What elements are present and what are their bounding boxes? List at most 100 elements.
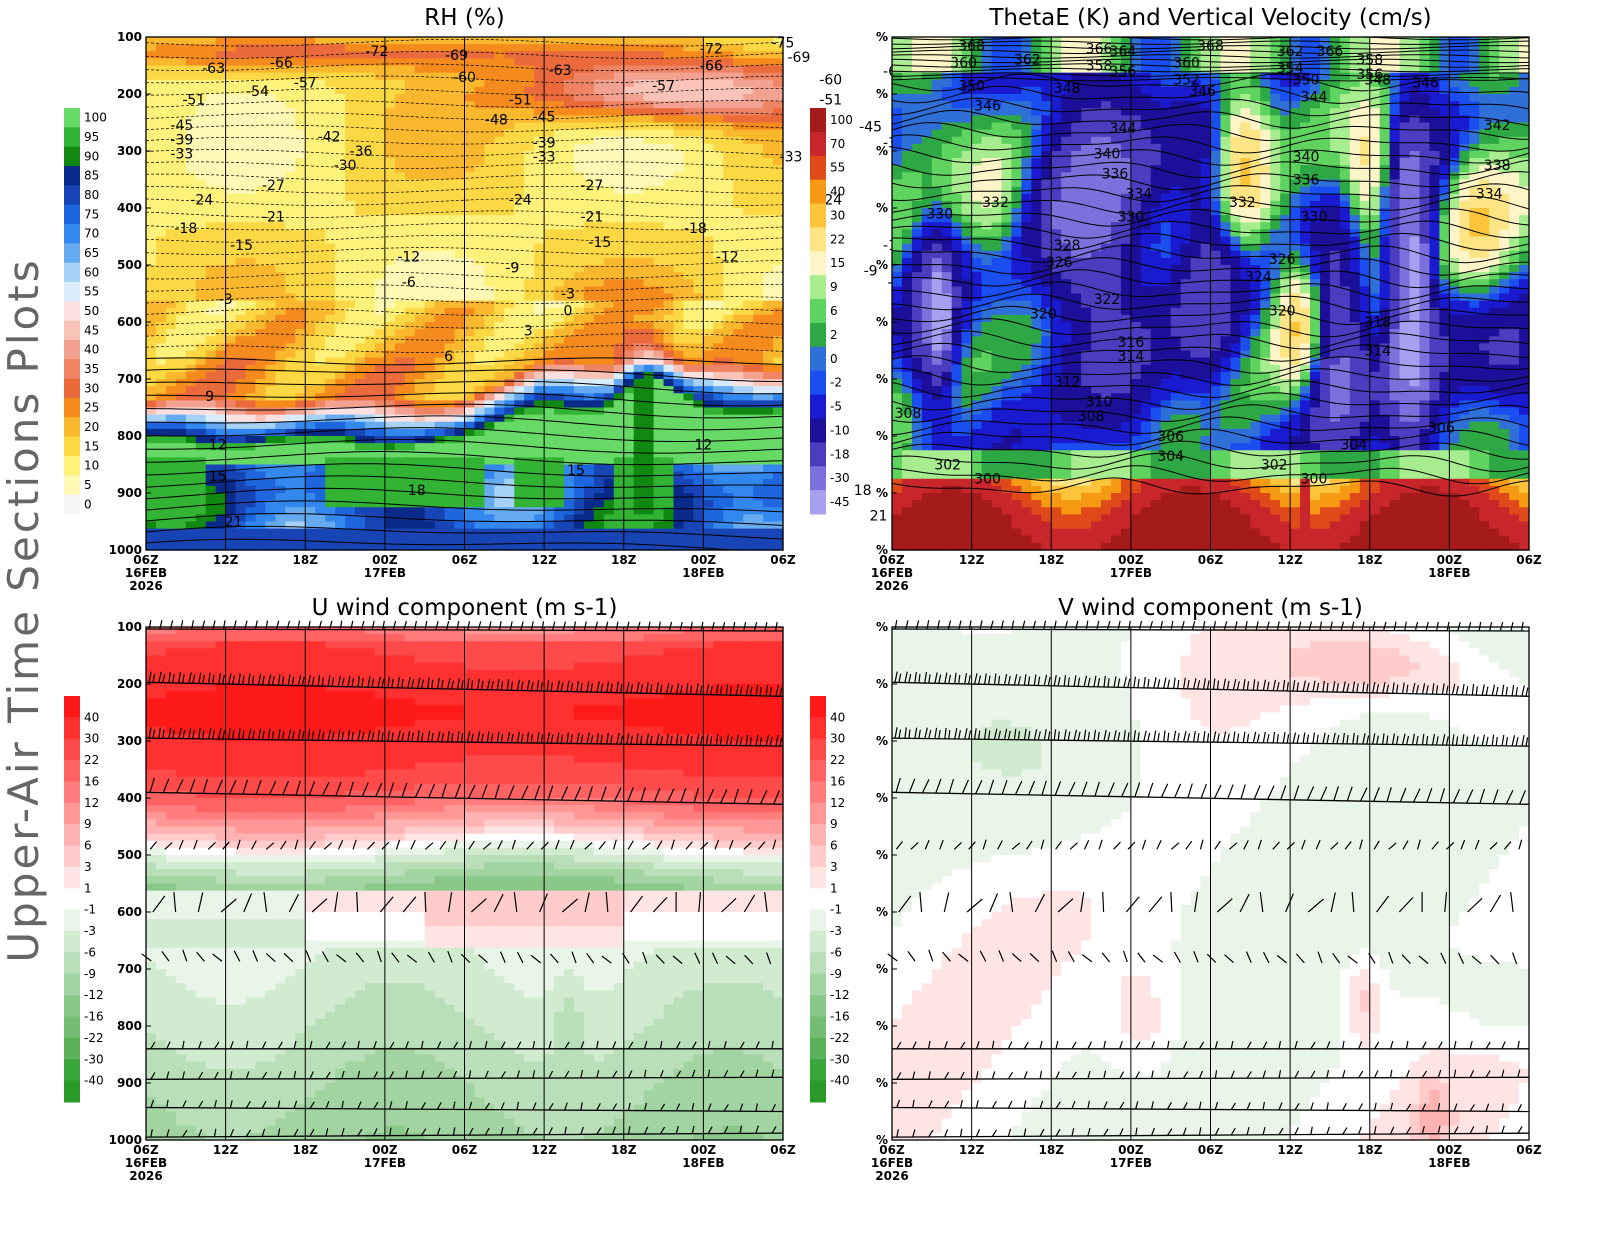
field-cell: [404, 421, 416, 430]
field-cell: [275, 115, 286, 124]
field-cell: [285, 193, 296, 202]
field-cell: [603, 507, 615, 515]
field-cell: [285, 450, 296, 458]
field-cell: [703, 478, 714, 487]
field-cell: [454, 186, 466, 195]
field-cell: [325, 286, 336, 295]
field-cell: [464, 386, 476, 394]
field-cell: [683, 500, 695, 508]
field-cell: [534, 329, 545, 337]
field-cell: [175, 136, 187, 145]
field-cell: [573, 528, 585, 537]
field-cell: [514, 101, 525, 109]
field-cell: [355, 493, 366, 501]
field-cell: [653, 165, 665, 173]
field-cell: [315, 443, 326, 451]
field-cell: [524, 129, 535, 138]
field-cell: [733, 386, 744, 394]
field-cell: [165, 343, 177, 352]
field-cell: [394, 51, 406, 59]
field-cell: [633, 364, 645, 373]
field-cell: [464, 421, 476, 430]
field-cell: [335, 72, 346, 81]
field-cell: [414, 122, 426, 131]
field-cell: [335, 379, 346, 387]
field-cell: [345, 300, 356, 309]
field-cell: [146, 72, 157, 81]
field-cell: [394, 129, 406, 138]
field-cell: [763, 122, 774, 131]
field-cell: [484, 86, 495, 95]
field-cell: [165, 72, 177, 81]
field-cell: [494, 79, 505, 88]
field-cell: [773, 414, 784, 423]
field-cell: [514, 115, 525, 124]
field-cell: [564, 400, 575, 409]
field-cell: [355, 457, 366, 466]
field-cell: [554, 450, 565, 458]
field-cell: [285, 457, 296, 466]
field-cell: [753, 421, 764, 430]
field-cell: [524, 86, 535, 95]
field-cell: [534, 236, 545, 245]
field-cell: [315, 108, 326, 116]
field-cell: [494, 350, 505, 359]
field-cell: [364, 393, 376, 401]
field-cell: [733, 393, 744, 401]
field-cell: [205, 307, 217, 316]
field-cell: [165, 450, 177, 458]
field-cell: [703, 407, 714, 416]
field-cell: [205, 79, 217, 88]
field-cell: [534, 151, 545, 159]
field-cell: [225, 193, 237, 202]
field-cell: [544, 165, 555, 173]
field-cell: [444, 229, 456, 238]
field-cell: [743, 535, 754, 544]
field-cell: [215, 65, 227, 74]
field-cell: [524, 535, 535, 544]
field-cell: [713, 151, 724, 159]
field-cell: [763, 151, 774, 159]
field-cell: [404, 243, 416, 252]
field-cell: [613, 165, 625, 173]
field-cell: [325, 450, 336, 458]
field-cell: [514, 379, 525, 387]
field-cell: [524, 151, 535, 159]
field-cell: [414, 471, 426, 480]
field-cell: [165, 186, 177, 195]
field-cell: [444, 172, 456, 181]
field-cell: [414, 72, 426, 81]
isoline: [145, 284, 784, 292]
field-cell: [205, 179, 217, 188]
colorbar-swatch: [64, 166, 80, 186]
field-cell: [275, 44, 286, 52]
field-cell: [434, 464, 446, 473]
field-cell: [683, 37, 695, 45]
field-cell: [554, 37, 565, 45]
field-cell: [305, 379, 316, 387]
field-cell: [554, 535, 565, 544]
field-cell: [464, 79, 476, 88]
x-tick-label: 00Z: [691, 553, 717, 567]
field-cell: [663, 450, 675, 458]
field-cell: [753, 329, 764, 337]
field-cell: [155, 386, 167, 394]
field-cell: [235, 193, 247, 202]
field-cell: [474, 215, 485, 223]
field-cell: [723, 436, 734, 444]
field-cell: [364, 400, 376, 409]
field-cell: [683, 329, 695, 337]
field-cell: [713, 250, 724, 259]
field-cell: [255, 108, 267, 116]
field-cell: [713, 535, 724, 544]
field-cell: [255, 215, 267, 223]
field-cell: [424, 58, 436, 67]
field-cell: [305, 108, 316, 116]
field-cell: [175, 51, 187, 59]
field-cell: [394, 215, 406, 223]
field-cell: [573, 286, 585, 295]
field-cell: [265, 165, 276, 173]
field-cell: [146, 336, 157, 344]
field-cell: [424, 471, 436, 480]
field-cell: [355, 300, 366, 309]
